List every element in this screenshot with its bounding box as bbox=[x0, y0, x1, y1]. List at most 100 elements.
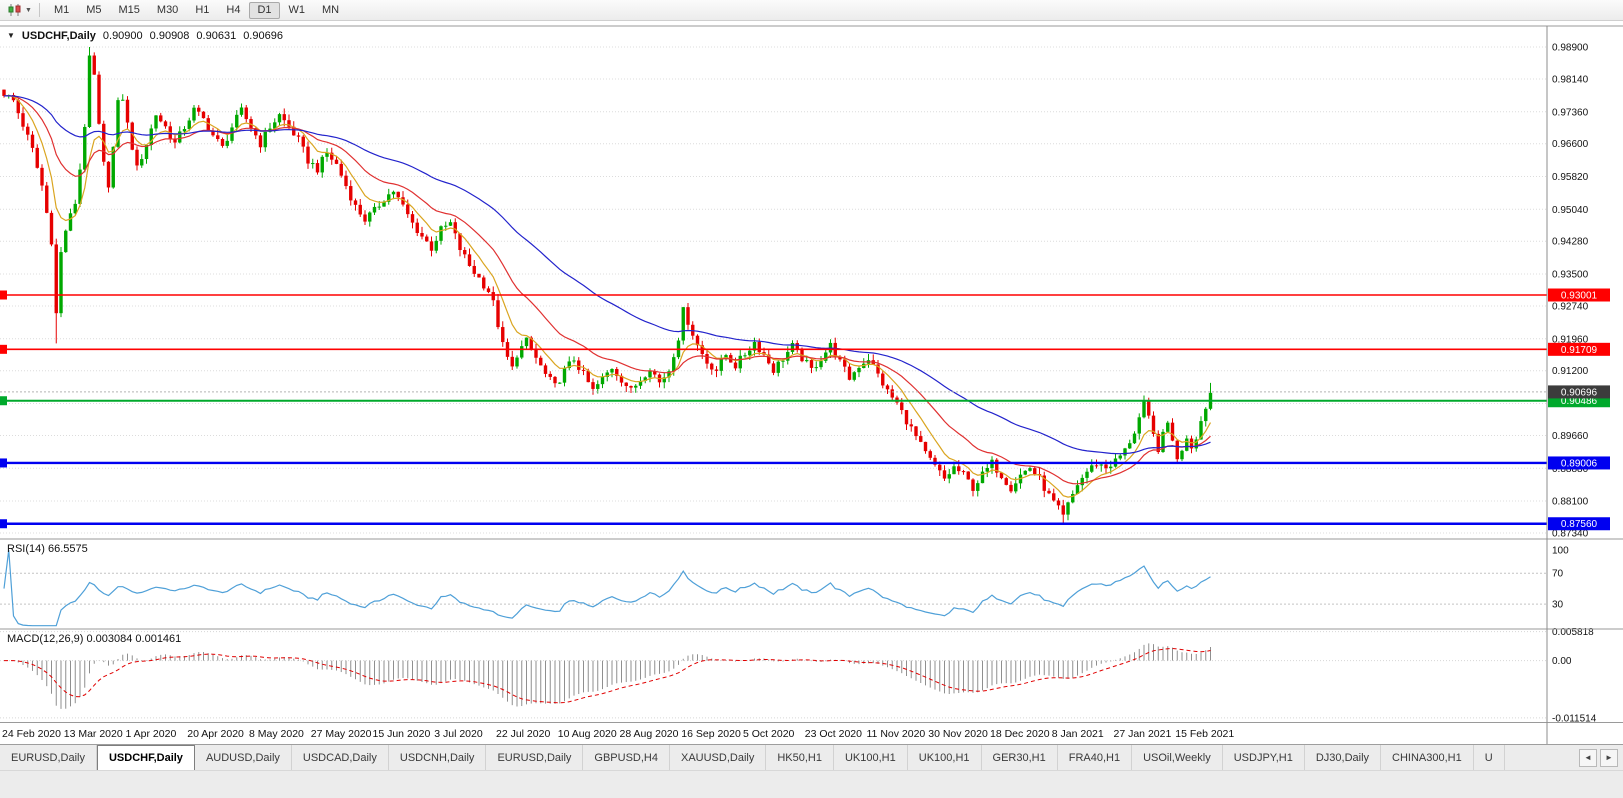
chart-tab-usdcad-daily[interactable]: USDCAD,Daily bbox=[292, 745, 389, 770]
rsi-panel: 100 70 30 bbox=[0, 546, 1569, 627]
chart-tab-audusd-daily[interactable]: AUDUSD,Daily bbox=[195, 745, 292, 770]
svg-text:8 May 2020: 8 May 2020 bbox=[249, 728, 304, 740]
timeframe-button-m30[interactable]: M30 bbox=[156, 3, 179, 16]
svg-text:23 Oct 2020: 23 Oct 2020 bbox=[805, 728, 862, 740]
collapse-triangle-icon[interactable]: ▼ bbox=[7, 31, 15, 40]
hline-left-tag bbox=[0, 290, 7, 300]
hline-left-tag bbox=[0, 396, 7, 406]
chart-tab-uk100-h1[interactable]: UK100,H1 bbox=[834, 745, 908, 770]
chart-tab-uk100-h1[interactable]: UK100,H1 bbox=[908, 745, 982, 770]
chart-tabs: EURUSD,Daily USDCHF,Daily AUDUSD,Daily USDC… bbox=[0, 745, 1574, 770]
svg-text:27 Jan 2021: 27 Jan 2021 bbox=[1114, 728, 1172, 740]
chart-tab-usdjpy-h1[interactable]: USDJPY,H1 bbox=[1223, 745, 1305, 770]
macd-signal-line bbox=[4, 647, 1211, 704]
chart-tab-dj30-daily[interactable]: DJ30,Daily bbox=[1305, 745, 1382, 770]
chart-tab-fra40-h1[interactable]: FRA40,H1 bbox=[1058, 745, 1133, 770]
svg-text:0.89006: 0.89006 bbox=[1561, 458, 1598, 469]
tabs-scroll-right-button[interactable]: ► bbox=[1600, 748, 1618, 767]
svg-text:70: 70 bbox=[1552, 569, 1564, 580]
chart-tab-u[interactable]: U bbox=[1474, 745, 1505, 770]
moving-average-medium bbox=[3, 95, 1211, 485]
chart-type-menu[interactable]: ▼ bbox=[4, 3, 36, 17]
hline-price-box bbox=[1548, 517, 1610, 531]
rsi-indicator-label: RSI(14) 66.5575 bbox=[7, 543, 88, 555]
chart-tab-usoil-weekly[interactable]: USOil,Weekly bbox=[1132, 745, 1223, 770]
timeframe-toolbar: ▼ M1 M5 M15 M30 H1 H4 D1 W1 MN bbox=[0, 0, 1623, 21]
moving-average-fast bbox=[3, 95, 1212, 498]
chart-area: 0.98900 0.98140 0.97360 0.96600 0.95820 0.950… bbox=[0, 21, 1623, 744]
svg-text:5 Oct 2020: 5 Oct 2020 bbox=[743, 728, 795, 740]
toolbar-separator bbox=[38, 3, 40, 17]
ohlc-high: 0.90908 bbox=[149, 30, 190, 42]
svg-text:0.94280: 0.94280 bbox=[1552, 237, 1589, 248]
chart-tab-eurusd-daily[interactable]: EURUSD,Daily bbox=[0, 745, 97, 770]
chart-tab-usdchf-daily[interactable]: USDCHF,Daily bbox=[96, 745, 195, 770]
chart-tab-ger30-h1[interactable]: GER30,H1 bbox=[982, 745, 1058, 770]
svg-text:18 Dec 2020: 18 Dec 2020 bbox=[990, 728, 1050, 740]
svg-text:15 Feb 2021: 15 Feb 2021 bbox=[1175, 728, 1234, 740]
ohlc-close: 0.90696 bbox=[243, 30, 283, 42]
hline-price-box bbox=[1548, 342, 1610, 356]
chart-tab-xauusd-daily[interactable]: XAUUSD,Daily bbox=[670, 745, 767, 770]
hline-left-tag bbox=[0, 519, 7, 529]
svg-text:13 Mar 2020: 13 Mar 2020 bbox=[64, 728, 123, 740]
svg-text:8 Jan 2021: 8 Jan 2021 bbox=[1052, 728, 1104, 740]
svg-text:0.91960: 0.91960 bbox=[1552, 334, 1589, 345]
svg-text:0.96600: 0.96600 bbox=[1552, 139, 1589, 150]
timeframe-button-h4[interactable]: H4 bbox=[226, 3, 241, 16]
svg-text:24 Feb 2020: 24 Feb 2020 bbox=[2, 728, 61, 740]
svg-text:0.95820: 0.95820 bbox=[1552, 172, 1589, 183]
ohlc-low: 0.90631 bbox=[196, 30, 237, 42]
chart-title: ▼ USDCHF,Daily 0.90900 0.90908 0.90631 0… bbox=[7, 30, 283, 42]
svg-text:20 Apr 2020: 20 Apr 2020 bbox=[187, 728, 244, 740]
timeframe-button-m1[interactable]: M1 bbox=[53, 3, 70, 16]
timeframe-button-w1[interactable]: W1 bbox=[288, 3, 306, 16]
svg-text:0.91709: 0.91709 bbox=[1561, 345, 1598, 356]
chart-tabbar: EURUSD,Daily USDCHF,Daily AUDUSD,Daily USDC… bbox=[0, 744, 1623, 770]
price-chart-canvas[interactable]: 0.98900 0.98140 0.97360 0.96600 0.95820 0.950… bbox=[0, 21, 1623, 744]
svg-text:-0.011514: -0.011514 bbox=[1552, 713, 1597, 724]
hline-price-box bbox=[1548, 288, 1610, 302]
svg-text:30 Nov 2020: 30 Nov 2020 bbox=[928, 728, 988, 740]
svg-text:0.95040: 0.95040 bbox=[1552, 205, 1589, 216]
chart-tab-usdcnh-daily[interactable]: USDCNH,Daily bbox=[389, 745, 487, 770]
macd-histogram bbox=[8, 643, 1211, 709]
svg-text:28 Aug 2020: 28 Aug 2020 bbox=[620, 728, 679, 740]
svg-text:0.98900: 0.98900 bbox=[1552, 43, 1589, 54]
svg-text:1 Apr 2020: 1 Apr 2020 bbox=[126, 728, 177, 740]
svg-text:0.93500: 0.93500 bbox=[1552, 270, 1589, 281]
svg-text:0.005818: 0.005818 bbox=[1552, 627, 1594, 638]
svg-text:0.89660: 0.89660 bbox=[1552, 431, 1589, 442]
svg-text:0.87560: 0.87560 bbox=[1561, 519, 1598, 530]
timeframe-button-h1[interactable]: H1 bbox=[195, 3, 210, 16]
svg-text:0.88100: 0.88100 bbox=[1552, 497, 1589, 508]
svg-text:27 May 2020: 27 May 2020 bbox=[311, 728, 372, 740]
candlesticks bbox=[2, 47, 1213, 524]
svg-text:100: 100 bbox=[1552, 546, 1569, 557]
chart-tab-hk50-h1[interactable]: HK50,H1 bbox=[766, 745, 834, 770]
macd-panel: 0.005818 0.00 -0.011514 bbox=[0, 627, 1597, 724]
chart-tab-gbpusd-h4[interactable]: GBPUSD,H4 bbox=[583, 745, 670, 770]
svg-text:0.98140: 0.98140 bbox=[1552, 74, 1589, 85]
tabs-scroll-left-button[interactable]: ◄ bbox=[1579, 748, 1597, 767]
timeframe-button-m15[interactable]: M15 bbox=[118, 3, 140, 16]
chart-tab-eurusd-daily[interactable]: EURUSD,Daily bbox=[486, 745, 584, 770]
svg-text:0.90696: 0.90696 bbox=[1561, 387, 1598, 398]
chevron-down-icon: ▼ bbox=[25, 6, 32, 14]
svg-text:0.90486: 0.90486 bbox=[1561, 396, 1598, 407]
svg-text:16 Sep 2020: 16 Sep 2020 bbox=[681, 728, 741, 740]
timeframe-button-d1[interactable]: D1 bbox=[249, 1, 280, 19]
timeframe-button-m5[interactable]: M5 bbox=[86, 3, 102, 16]
tab-scroll-controls: ◄ ► bbox=[1574, 745, 1623, 770]
timeframe-buttons: M1 M5 M15 M30 H1 H4 D1 W1 MN bbox=[46, 1, 347, 19]
timeframe-button-mn[interactable]: MN bbox=[322, 3, 340, 16]
moving-average-slow bbox=[4, 95, 1211, 455]
candlestick-chart-icon bbox=[8, 4, 21, 16]
svg-text:15 Jun 2020: 15 Jun 2020 bbox=[373, 728, 431, 740]
current-price-marker: 0.90696 bbox=[0, 385, 1610, 399]
hline-price-box bbox=[1548, 456, 1610, 470]
svg-text:22 Jul 2020: 22 Jul 2020 bbox=[496, 728, 550, 740]
ohlc-open: 0.90900 bbox=[102, 30, 143, 42]
chart-tab-china300-h1[interactable]: CHINA300,H1 bbox=[1381, 745, 1474, 770]
